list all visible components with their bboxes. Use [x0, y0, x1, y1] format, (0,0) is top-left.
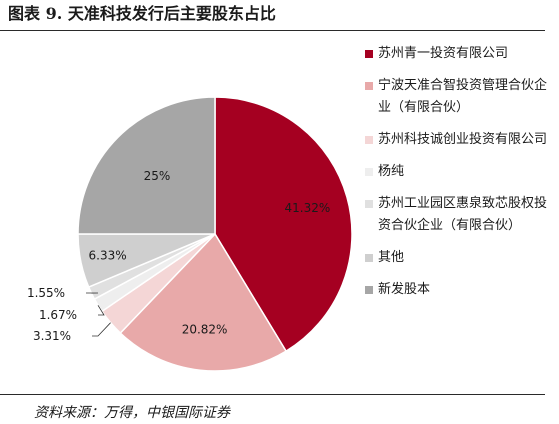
legend-label: 杨纯 — [378, 164, 405, 179]
slice-data-label: 41.32% — [285, 201, 331, 215]
legend-label: 苏州工业园区惠泉致芯股权投资合伙企业（有限合伙） — [378, 196, 548, 233]
legend-swatch — [365, 50, 373, 58]
legend-item: 苏州青一投资有限公司 — [362, 43, 547, 65]
legend-label: 宁波天准合智投资管理合伙企业（有限合伙） — [378, 78, 548, 115]
slice-data-label: 6.33% — [89, 249, 127, 263]
pie-slice — [77, 96, 216, 235]
legend: 苏州青一投资有限公司宁波天准合智投资管理合伙企业（有限合伙） 苏州科技诚创业投资有… — [362, 43, 547, 311]
legend-item: 新发股本 — [362, 279, 547, 301]
pie-chart: 41.32% 20.82% 3.31% 1.67% 1.55% 6.33% 25% — [27, 96, 353, 372]
legend-label: 苏州科技诚创业投资有限公司 — [378, 132, 548, 147]
leader-line — [97, 305, 105, 316]
legend-swatch — [365, 168, 373, 176]
slice-data-label: 1.55% — [27, 286, 65, 300]
legend-swatch — [365, 136, 373, 144]
legend-swatch — [365, 82, 373, 90]
pie-slice — [119, 232, 288, 372]
slice-data-label: 25% — [144, 169, 171, 183]
source-note: 资料来源：万得，中银国际证券 — [34, 405, 230, 421]
legend-swatch — [365, 200, 373, 208]
legend-swatch — [365, 286, 373, 294]
slice-data-label: 3.31% — [33, 329, 71, 343]
legend-label: 新发股本 — [378, 282, 431, 297]
legend-item: 苏州工业园区惠泉致芯股权投资合伙企业（有限合伙） — [362, 193, 547, 237]
legend-item: 宁波天准合智投资管理合伙企业（有限合伙） — [362, 75, 547, 119]
pie-slice — [214, 96, 353, 353]
legend-label: 苏州青一投资有限公司 — [378, 46, 509, 61]
bottom-rule — [0, 394, 545, 395]
slice-data-label: 1.67% — [39, 308, 77, 322]
legend-item: 苏州科技诚创业投资有限公司 — [362, 129, 547, 151]
legend-label: 其他 — [378, 250, 405, 265]
chart-title: 图表 9. 天准科技发行后主要股东占比 — [8, 4, 276, 23]
leader-line — [92, 322, 111, 337]
legend-item: 其他 — [362, 247, 547, 269]
legend-item: 杨纯 — [362, 161, 547, 183]
legend-swatch — [365, 254, 373, 262]
top-rule — [0, 30, 545, 31]
slice-data-label: 20.82% — [182, 322, 228, 336]
